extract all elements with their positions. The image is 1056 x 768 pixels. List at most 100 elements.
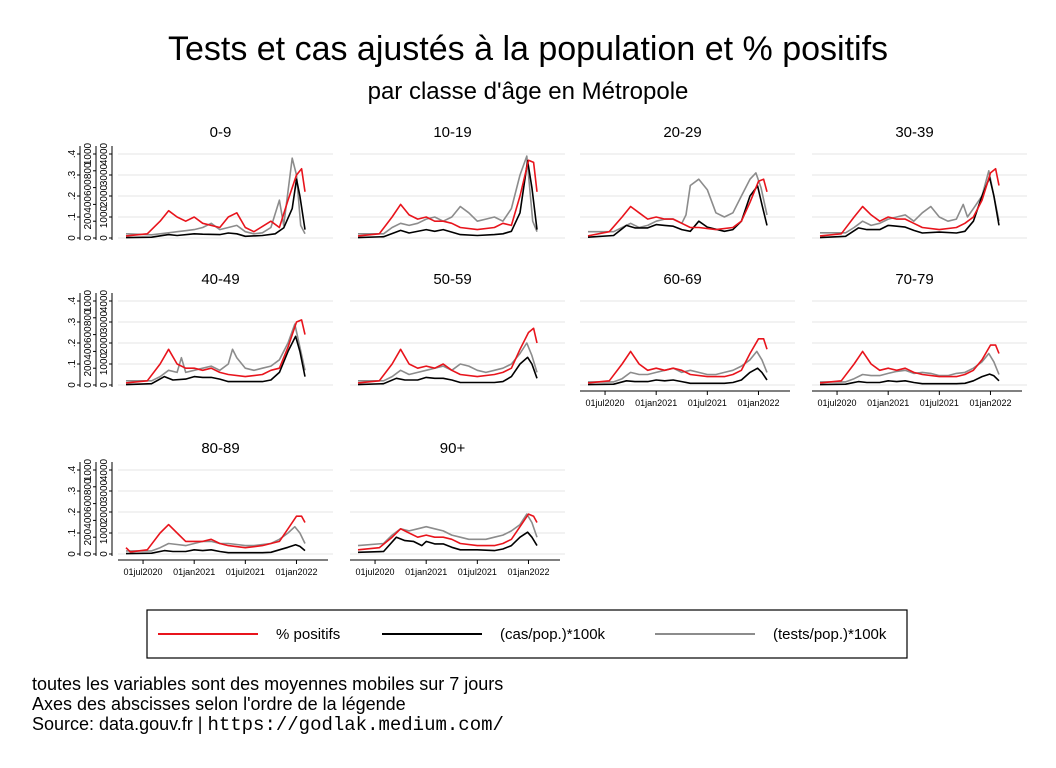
panel-10-19: 10-19 bbox=[350, 124, 565, 239]
y-tick-label-cases: 800 bbox=[83, 309, 94, 326]
y-tick-label-positive: .3 bbox=[67, 486, 78, 495]
series-tests bbox=[125, 157, 306, 236]
x-tick-label: 01jan2022 bbox=[275, 567, 317, 577]
chart-title: Tests et cas ajustés à la population et … bbox=[167, 30, 889, 68]
y-tick-label-tests: 1000 bbox=[99, 521, 110, 544]
series-positive bbox=[819, 167, 1000, 237]
y-tick-label-cases: 400 bbox=[83, 512, 94, 529]
y-tick-label-cases: 400 bbox=[83, 196, 94, 213]
footer-source-label: Source: data.gouv.fr | bbox=[32, 714, 208, 734]
y-tick-label-tests: 2000 bbox=[99, 331, 110, 354]
y-tick-label-tests: 3000 bbox=[99, 479, 110, 502]
panel-80-89: 80-890.1.2.3.402004006008001000010002000… bbox=[67, 440, 333, 577]
series-tests bbox=[126, 323, 306, 382]
series-positive bbox=[357, 159, 538, 237]
x-tick-label: 01jan2021 bbox=[405, 567, 447, 577]
footer-note-moving-average: toutes les variables sont des moyennes m… bbox=[32, 674, 504, 694]
x-tick-label: 01jul2020 bbox=[124, 567, 163, 577]
footer-source-url: https://godlak.medium.com/ bbox=[207, 714, 504, 736]
series-tests bbox=[820, 170, 1000, 234]
footer-source: Source: data.gouv.fr | https://godlak.me… bbox=[32, 714, 504, 735]
y-tick-label-cases: 0 bbox=[83, 551, 94, 557]
series-tests bbox=[820, 352, 1000, 383]
y-tick-label-positive: .2 bbox=[67, 338, 78, 347]
series-positive bbox=[587, 178, 768, 237]
y-tick-label-tests: 0 bbox=[99, 551, 110, 557]
y-tick-label-positive: .4 bbox=[67, 296, 78, 305]
y-tick-label-cases: 400 bbox=[83, 343, 94, 360]
y-tick-label-tests: 4000 bbox=[99, 289, 110, 312]
y-tick-label-cases: 200 bbox=[83, 528, 94, 545]
y-tick-label-positive: .1 bbox=[67, 528, 78, 537]
series-tests bbox=[358, 342, 538, 382]
y-tick-label-positive: .4 bbox=[67, 149, 78, 158]
series-tests bbox=[358, 155, 538, 235]
series-cases bbox=[357, 531, 538, 554]
y-tick-label-tests: 2000 bbox=[99, 500, 110, 523]
y-tick-label-positive: .2 bbox=[67, 191, 78, 200]
x-tick-label: 01jul2021 bbox=[226, 567, 265, 577]
x-tick-label: 01jan2021 bbox=[173, 567, 215, 577]
x-tick-label: 01jul2021 bbox=[458, 567, 497, 577]
legend: % positifs (cas/pop.)*100k (tests/pop.)*10… bbox=[146, 609, 908, 659]
y-tick-label-positive: .1 bbox=[67, 359, 78, 368]
legend-label-tests: (tests/pop.)*100k bbox=[773, 626, 887, 643]
legend-label-cases: (cas/pop.)*100k bbox=[500, 626, 606, 643]
y-tick-label-cases: 1000 bbox=[83, 289, 94, 312]
series-cases bbox=[819, 373, 1000, 386]
series-cases bbox=[357, 159, 538, 239]
x-tick-label: 01jul2020 bbox=[356, 567, 395, 577]
series-cases bbox=[125, 178, 306, 239]
x-tick-label: 01jan2022 bbox=[969, 398, 1011, 408]
y-tick-label-positive: .4 bbox=[67, 465, 78, 474]
series-positive bbox=[125, 167, 306, 237]
y-tick-label-positive: 0 bbox=[67, 551, 78, 557]
series-cases bbox=[125, 335, 306, 386]
x-tick-label: 01jan2022 bbox=[507, 567, 549, 577]
panel-title: 10-19 bbox=[433, 124, 471, 141]
panel-title: 40-49 bbox=[201, 271, 239, 288]
y-tick-label-positive: .2 bbox=[67, 507, 78, 516]
chart-subtitle: par classe d'âge en Métropole bbox=[367, 78, 689, 105]
y-tick-label-positive: 0 bbox=[67, 235, 78, 241]
x-tick-label: 01jul2021 bbox=[688, 398, 727, 408]
y-tick-label-cases: 800 bbox=[83, 162, 94, 179]
y-tick-label-tests: 0 bbox=[99, 382, 110, 388]
series-positive bbox=[819, 344, 1000, 384]
panel-title: 20-29 bbox=[663, 124, 701, 141]
y-tick-label-tests: 3000 bbox=[99, 310, 110, 333]
y-tick-label-cases: 0 bbox=[83, 382, 94, 388]
series-positive bbox=[357, 327, 538, 384]
y-tick-label-cases: 200 bbox=[83, 359, 94, 376]
y-tick-label-cases: 200 bbox=[83, 212, 94, 229]
y-tick-label-cases: 600 bbox=[83, 495, 94, 512]
panel-90+: 90+ 01jul2020 01jan2021 01jul2021 01jan2022 bbox=[350, 440, 565, 577]
y-tick-label-tests: 1000 bbox=[99, 205, 110, 228]
y-tick-label-cases: 1000 bbox=[83, 142, 94, 165]
x-tick-label: 01jan2022 bbox=[737, 398, 779, 408]
series-cases bbox=[587, 367, 768, 386]
x-tick-label: 01jul2020 bbox=[818, 398, 857, 408]
y-tick-label-cases: 800 bbox=[83, 478, 94, 495]
y-tick-label-positive: .3 bbox=[67, 170, 78, 179]
x-tick-label: 01jan2021 bbox=[867, 398, 909, 408]
y-tick-label-tests: 4000 bbox=[99, 458, 110, 481]
series-positive bbox=[587, 337, 768, 384]
series-positive bbox=[357, 513, 538, 551]
panel-title: 60-69 bbox=[663, 271, 701, 288]
series-tests bbox=[588, 172, 768, 233]
x-tick-label: 01jul2020 bbox=[586, 398, 625, 408]
y-tick-label-tests: 3000 bbox=[99, 163, 110, 186]
legend-box bbox=[146, 609, 908, 659]
panel-70-79: 70-79 01jul2020 01jan2021 01jul2021 01jan202… bbox=[812, 271, 1027, 408]
panel-title: 80-89 bbox=[201, 440, 239, 457]
panel-0-9: 0-90.1.2.3.40200400600800100001000200030… bbox=[67, 124, 333, 241]
panel-60-69: 60-69 01jul2020 01jan2021 01jul2021 01jan202… bbox=[580, 271, 795, 408]
y-tick-label-cases: 1000 bbox=[83, 458, 94, 481]
series-positive bbox=[125, 319, 306, 384]
x-tick-label: 01jul2021 bbox=[920, 398, 959, 408]
series-cases bbox=[357, 356, 538, 386]
series-cases bbox=[819, 176, 1000, 239]
panel-50-59: 50-59 bbox=[350, 271, 565, 386]
y-tick-label-tests: 0 bbox=[99, 235, 110, 241]
